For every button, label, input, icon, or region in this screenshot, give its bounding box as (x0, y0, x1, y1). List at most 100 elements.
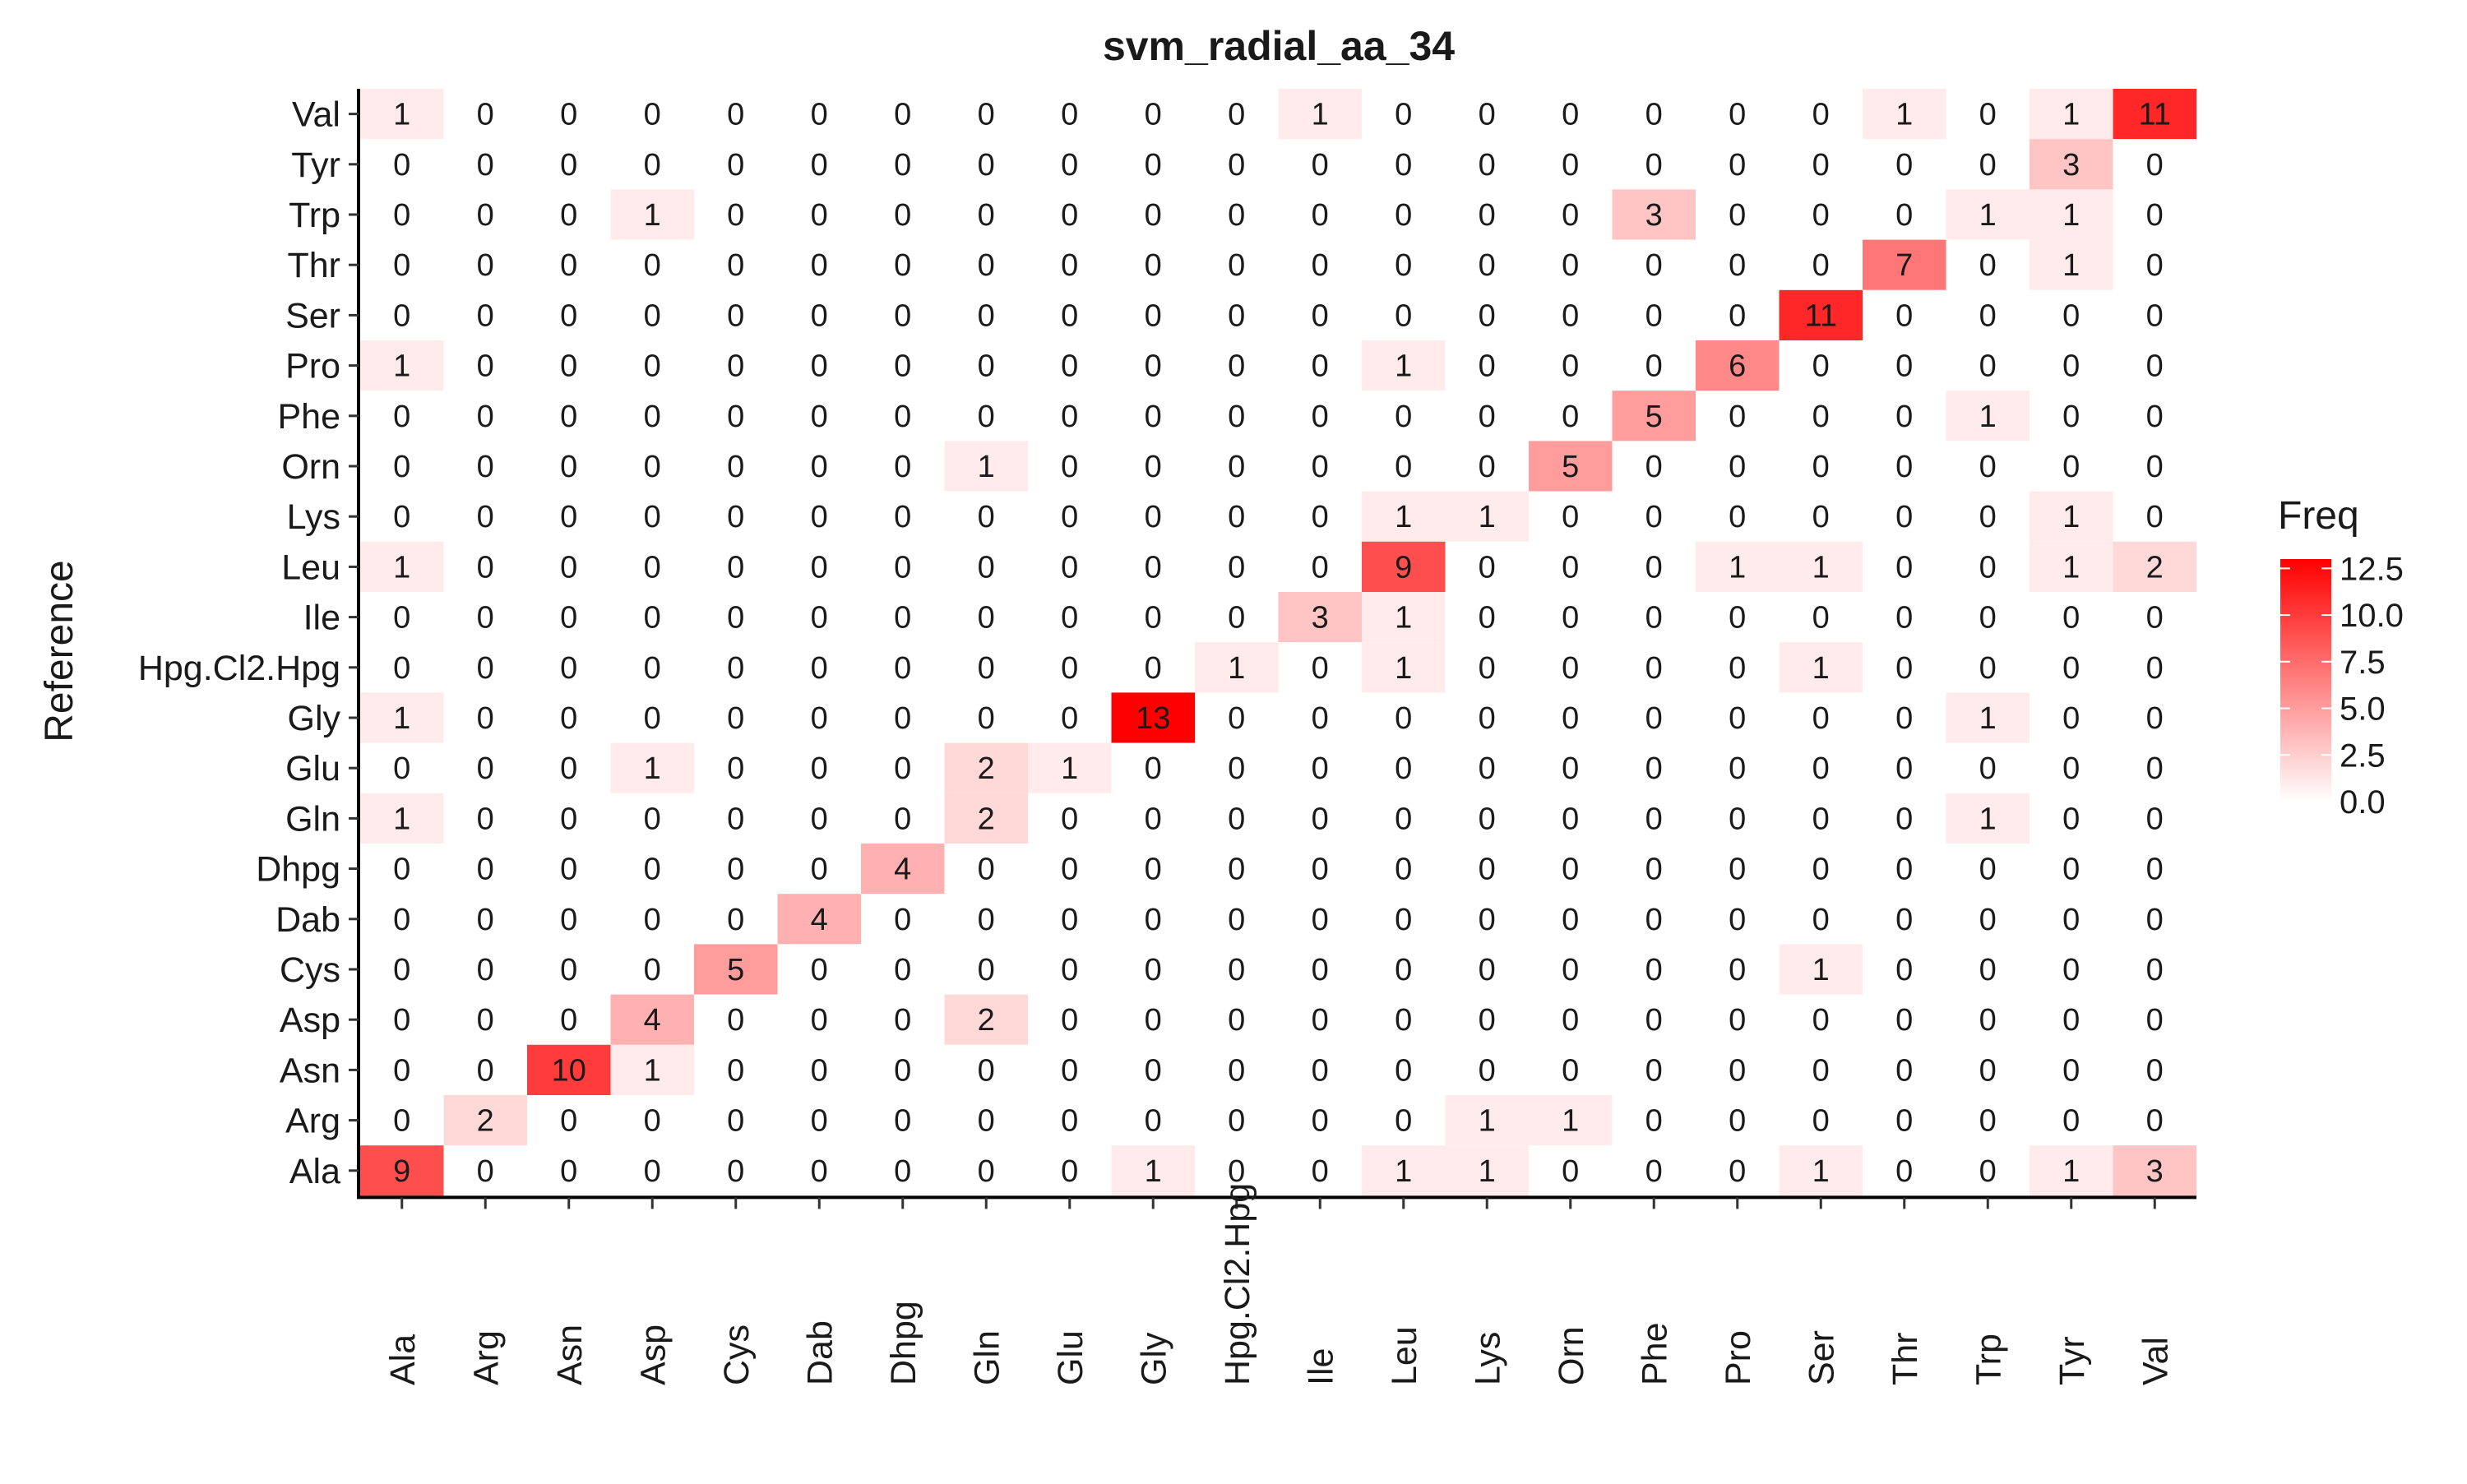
heatmap-cell (1111, 592, 1195, 643)
heatmap-cell (527, 289, 611, 340)
cell-value-label: 0 (727, 601, 744, 636)
cell-value-label: 0 (1395, 98, 1412, 132)
heatmap-cell (861, 1095, 945, 1146)
cell-value-label: 9 (393, 1154, 410, 1189)
heatmap-cell (1946, 491, 2030, 542)
cell-value-label: 0 (1729, 751, 1746, 786)
heatmap-cell (2113, 239, 2196, 290)
y-tick-label: Ile (303, 599, 340, 638)
cell-value-label: 0 (1979, 450, 1997, 484)
cell-value-label: 0 (1479, 853, 1496, 887)
cell-value-label: 0 (1061, 651, 1078, 686)
heatmap-cell (1529, 391, 1613, 442)
cell-value-label: 0 (1979, 1154, 1997, 1189)
heatmap-cell (360, 441, 444, 492)
heatmap-cell (1863, 491, 1946, 542)
cell-value-label: 0 (560, 298, 577, 333)
heatmap-cell (1362, 742, 1446, 793)
cell-value-label: 0 (1312, 298, 1329, 333)
cell-value-label: 0 (1061, 1003, 1078, 1038)
heatmap-cell (1779, 441, 1863, 492)
heatmap-cell (1863, 1145, 1946, 1196)
cell-value-label: 0 (1479, 751, 1496, 786)
heatmap-cell (443, 944, 527, 995)
heatmap-cell (694, 139, 778, 190)
heatmap-cell (1696, 692, 1780, 743)
heatmap-cell (1696, 1145, 1780, 1196)
cell-value-label: 0 (978, 651, 995, 686)
y-tick-label: Pro (285, 347, 340, 386)
cell-value-label: 1 (1061, 751, 1078, 786)
cell-value-label: 0 (1562, 802, 1579, 836)
cell-value-label: 0 (811, 148, 828, 183)
cell-value-label: 0 (560, 651, 577, 686)
heatmap-cell (694, 793, 778, 844)
cell-value-label: 1 (393, 550, 410, 585)
cell-value-label: 0 (1145, 198, 1162, 233)
cell-value-label: 0 (1895, 349, 1913, 384)
cell-value-label: 0 (644, 601, 661, 636)
cell-value-label: 0 (560, 1003, 577, 1038)
heatmap-cell (610, 692, 694, 743)
axes: Val Tyr Trp Thr Ser Pro Phe Orn Lys Leu Ile Hpg.Cl2… (138, 89, 2196, 1385)
heatmap-cell (1111, 139, 1195, 190)
cell-value-label: 0 (727, 853, 744, 887)
heatmap-cell (1863, 692, 1946, 743)
heatmap-cell (443, 89, 527, 140)
heatmap-cell (1612, 1145, 1696, 1196)
heatmap-cell (1779, 894, 1863, 945)
cell-value-label: 0 (727, 651, 744, 686)
heatmap-cell (2030, 692, 2113, 743)
heatmap-cell (1362, 189, 1446, 240)
cell-value-label: 0 (1812, 601, 1830, 636)
cell-value-label: 0 (811, 1053, 828, 1088)
cell-value-label: 0 (811, 298, 828, 333)
cell-value-label: 0 (2146, 500, 2164, 534)
cell-value-label: 0 (1312, 500, 1329, 534)
heatmap-cell (1529, 239, 1613, 290)
cell-value-label: 0 (1312, 349, 1329, 384)
color-legend: Freq 12.5 10.0 7.5 5.0 2.5 0.0 (2278, 494, 2404, 821)
heatmap-cell (944, 592, 1028, 643)
cell-value-label: 0 (727, 1104, 744, 1139)
heatmap-cell (1612, 189, 1696, 240)
cell-value-label: 0 (1729, 701, 1746, 736)
heatmap-cell (1863, 642, 1946, 693)
cell-value-label: 0 (1312, 651, 1329, 686)
cell-value-label: 0 (1562, 701, 1579, 736)
heatmap-cell (1445, 994, 1529, 1045)
heatmap-cell (777, 742, 861, 793)
heatmap-cell (360, 894, 444, 945)
cell-value-label: 0 (1645, 248, 1663, 283)
cell-value-label: 0 (2062, 1003, 2080, 1038)
cell-value-label: 0 (1562, 400, 1579, 434)
heatmap-cell (1362, 1044, 1446, 1095)
cell-value-label: 0 (811, 198, 828, 233)
heatmap-cell (777, 1044, 861, 1095)
cell-value-label: 0 (1145, 651, 1162, 686)
heatmap-cell (1028, 139, 1112, 190)
cell-value-label: 0 (1061, 802, 1078, 836)
cell-value-label: 0 (477, 298, 494, 333)
heatmap-cell (610, 642, 694, 693)
cell-value-label: 0 (727, 198, 744, 233)
heatmap-cell (1278, 541, 1362, 592)
cell-value-label: 0 (1145, 1003, 1162, 1038)
cell-value-label: 0 (477, 198, 494, 233)
heatmap-cell (1445, 189, 1529, 240)
heatmap-cell (1946, 642, 2030, 693)
heatmap-cell (861, 89, 945, 140)
cell-value-label: 0 (894, 1154, 911, 1189)
heatmap-cell (1863, 289, 1946, 340)
heatmap-cell (1111, 491, 1195, 542)
cell-value-label: 0 (1562, 601, 1579, 636)
heatmap-cell (944, 289, 1028, 340)
heatmap-cell (1779, 844, 1863, 895)
heatmap-cell (1696, 994, 1780, 1045)
heatmap-cell (1696, 844, 1780, 895)
cell-value-label: 0 (978, 953, 995, 987)
heatmap-cell (443, 289, 527, 340)
heatmap-cell (1696, 1044, 1780, 1095)
cell-value-label: 0 (644, 853, 661, 887)
heatmap-cell (1111, 994, 1195, 1045)
